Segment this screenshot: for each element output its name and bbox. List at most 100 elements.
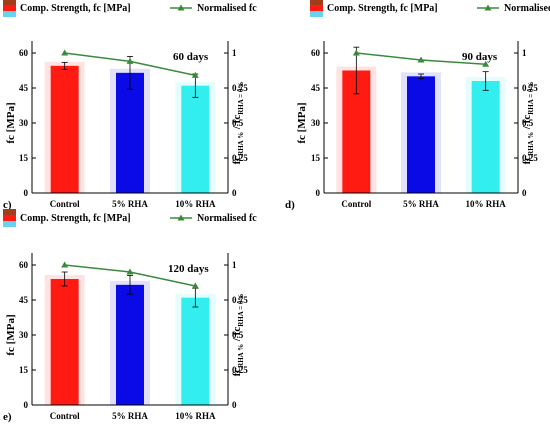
x-tick-label: Control <box>341 199 371 209</box>
legend-line-marker <box>177 214 185 221</box>
normalised-point <box>352 49 360 56</box>
y-axis-title-right-part: fc <box>231 156 243 165</box>
y-axis-title-left: fc [MPa] <box>5 102 17 143</box>
y-tick-label-right: 0.25 <box>522 153 538 163</box>
x-tick-label: 5% RHA <box>112 199 148 209</box>
legend-swatch <box>310 5 323 11</box>
y-tick-label-right: 0.75 <box>232 295 248 305</box>
legend-line-marker <box>484 4 492 11</box>
legend-swatch <box>310 11 323 17</box>
y-axis-title-right-part: RHA % <box>237 132 245 156</box>
legend-swatch <box>3 221 16 227</box>
normalised-point <box>61 49 69 56</box>
y-axis-title-right: fcRHA % / fcRHA = 0% <box>231 82 245 165</box>
x-tick-label: 10% RHA <box>175 199 216 209</box>
panel-label: e) <box>3 411 12 423</box>
legend-swatch <box>3 5 16 11</box>
y-tick-label-right: 0 <box>232 400 237 410</box>
bar <box>407 76 435 193</box>
y-tick-label-right: 0.25 <box>232 153 248 163</box>
legend-swatch <box>3 11 16 17</box>
y-axis-title-right-part: RHA % <box>527 132 535 156</box>
legend-line-label: Normalised fc <box>197 213 257 224</box>
y-tick-label-right: 0.75 <box>522 83 538 93</box>
y-tick-label: 30 <box>311 118 321 128</box>
y-axis-title-right-part: / fc <box>231 327 243 344</box>
normalised-point <box>191 71 199 78</box>
y-tick-label-right: 0.5 <box>522 118 534 128</box>
bar <box>181 85 210 193</box>
bar <box>116 72 144 193</box>
bar <box>50 65 79 193</box>
y-tick-label-right: 0.5 <box>232 118 244 128</box>
y-axis-title-right-part: RHA = 0% <box>237 294 245 327</box>
panel-label: c) <box>3 199 12 211</box>
y-tick-label: 15 <box>19 153 29 163</box>
bar <box>471 81 500 193</box>
y-tick-label: 0 <box>24 400 29 410</box>
x-tick-label: 10% RHA <box>175 411 216 421</box>
chart-panel-1: Comp. Strength, fc [MPa] Normalised fc Con… <box>3 0 257 211</box>
y-tick-label: 15 <box>311 153 321 163</box>
age-annotation: 120 days <box>168 263 209 275</box>
bar <box>181 297 210 405</box>
y-tick-label: 0 <box>316 188 321 198</box>
y-tick-label: 60 <box>19 260 29 270</box>
y-axis-title-left: fc [MPa] <box>296 102 308 143</box>
y-axis-title-right: fcRHA % / fcRHA = 0% <box>521 82 535 165</box>
legend: Comp. Strength, fc [MPa] Normalised fc <box>3 0 257 17</box>
legend-line-marker <box>177 4 185 11</box>
y-tick-label-right: 1 <box>522 48 527 58</box>
y-tick-label: 45 <box>19 295 29 305</box>
y-axis-title-right-part: fc <box>521 156 533 165</box>
normalised-point <box>191 282 199 289</box>
y-axis-title-right-part: RHA = 0% <box>527 82 535 115</box>
bar <box>116 284 144 405</box>
legend-line-label: Normalised fc <box>197 3 257 14</box>
y-axis-title-right-part: RHA % <box>237 344 245 368</box>
legend: Comp. Strength, fc [MPa] Normalised fc <box>3 209 257 227</box>
y-tick-label-right: 0 <box>522 188 527 198</box>
y-tick-label: 30 <box>19 118 29 128</box>
x-tick-label: Control <box>50 199 80 209</box>
y-tick-label: 45 <box>19 83 29 93</box>
y-tick-label: 30 <box>19 330 29 340</box>
legend: Comp. Strength, fc [MPa] Normalised fc <box>310 0 550 17</box>
chart-panel-3: Comp. Strength, fc [MPa] Normalised fc Con… <box>3 209 257 423</box>
y-axis-title-left: fc [MPa] <box>5 314 17 355</box>
y-axis-title-right-part: / fc <box>231 115 243 132</box>
y-tick-label-right: 1 <box>232 48 237 58</box>
normalised-point <box>417 56 425 63</box>
age-annotation: 90 days <box>462 51 498 63</box>
y-tick-label-right: 1 <box>232 260 237 270</box>
x-tick-label: 10% RHA <box>466 199 507 209</box>
y-axis-title-right: fcRHA % / fcRHA = 0% <box>231 294 245 377</box>
y-tick-label: 0 <box>24 188 29 198</box>
legend-line-label: Normalised fc <box>504 3 550 14</box>
legend-bars-label: Comp. Strength, fc [MPa] <box>20 3 131 14</box>
y-tick-label-right: 0.75 <box>232 83 248 93</box>
panel-label: d) <box>285 199 295 211</box>
legend-swatch <box>3 209 16 215</box>
y-tick-label: 60 <box>311 48 321 58</box>
legend-bars-label: Comp. Strength, fc [MPa] <box>327 3 438 14</box>
x-tick-label: 5% RHA <box>403 199 439 209</box>
y-tick-label: 45 <box>311 83 321 93</box>
y-axis-title-right-part: / fc <box>521 115 533 132</box>
y-tick-label-right: 0.5 <box>232 330 244 340</box>
legend-swatch <box>3 215 16 221</box>
chart-panel-2: Comp. Strength, fc [MPa] Normalised fc Con… <box>285 0 550 211</box>
normalised-point <box>61 261 69 268</box>
age-annotation: 60 days <box>173 51 209 63</box>
normalised-point <box>126 268 134 275</box>
legend-bars-label: Comp. Strength, fc [MPa] <box>20 213 131 224</box>
legend-swatch <box>3 0 16 5</box>
x-tick-label: 5% RHA <box>112 411 148 421</box>
legend-swatch <box>310 0 323 5</box>
normalised-point <box>126 57 134 64</box>
normalised-point <box>482 60 490 67</box>
y-tick-label: 60 <box>19 48 29 58</box>
y-tick-label-right: 0 <box>232 188 237 198</box>
y-axis-title-right-part: RHA = 0% <box>237 82 245 115</box>
